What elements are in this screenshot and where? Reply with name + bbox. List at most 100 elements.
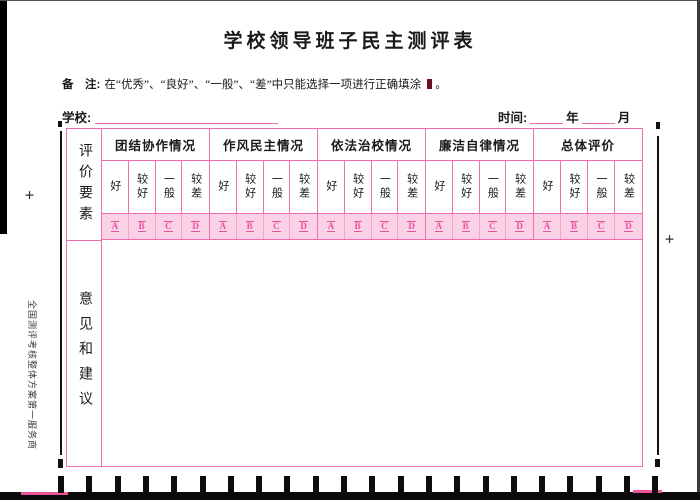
sub-row: 好较好 一般 较差 <box>534 161 642 214</box>
side-vendor-text: 全国测评考核整体方案第一服务商 <box>27 299 37 450</box>
timing-mark <box>510 476 517 493</box>
option-bubble-A[interactable]: A <box>542 220 552 233</box>
option-bubble-C[interactable]: C <box>488 220 497 233</box>
timing-mark <box>369 476 376 493</box>
sub-cell: 较好 <box>237 161 264 213</box>
bubble-row: A B C D <box>318 214 425 240</box>
sub-cell: 一般 <box>588 161 615 213</box>
table-group-1: 作风民主情况好较好 一般 较差 A B C D <box>210 129 318 240</box>
table-left-column: 评价要素 意见和建议 <box>67 129 102 466</box>
bubble-row: A B C D <box>534 214 642 240</box>
timing-mark <box>341 476 347 493</box>
scan-edge-bottom <box>0 492 700 500</box>
registration-line-right <box>657 136 659 455</box>
timing-mark <box>284 476 291 493</box>
registration-tick-left-bottom <box>58 459 63 468</box>
timing-mark <box>652 476 659 493</box>
option-bubble-B[interactable]: B <box>353 220 362 233</box>
group-header: 总体评价 <box>534 129 642 161</box>
sub-cell: 较差 <box>506 161 533 213</box>
month-input-line[interactable] <box>581 123 615 124</box>
option-bubble-A[interactable]: A <box>326 220 336 233</box>
bubble-cell: C <box>156 214 183 239</box>
school-line: 学校: <box>62 107 279 126</box>
sub-cell: 一般 <box>156 161 183 213</box>
sub-cell: 较好 <box>345 161 372 213</box>
note-line: 备 注: 在“优秀”、“良好”、“一般”、“差”中只能选择一项进行正确填涂 。 <box>62 76 447 92</box>
groups-row: 团结协作情况好较好 一般 较差 A B C D 作风民主情况好较好 一般 较差 A B C D 依法治校情况… <box>102 129 642 240</box>
timing-mark <box>482 476 489 493</box>
pink-edge-segment-right <box>633 490 662 493</box>
bubble-cell: D <box>182 214 209 239</box>
option-bubble-B[interactable]: B <box>569 220 578 233</box>
timing-mark <box>624 476 630 493</box>
table-group-0: 团结协作情况好较好 一般 较差 A B C D <box>102 129 210 240</box>
sub-label: 较好 <box>243 173 256 201</box>
sub-cell: 好 <box>318 161 345 213</box>
bubble-cell: A <box>426 214 453 239</box>
sub-cell: 较差 <box>398 161 425 213</box>
bubble-cell: C <box>480 214 507 239</box>
table-group-2: 依法治校情况好较好 一般 较差 A B C D <box>318 129 426 240</box>
option-bubble-A[interactable]: A <box>218 220 228 233</box>
criteria-header-cell: 评价要素 <box>67 129 101 241</box>
timing-mark <box>312 476 319 493</box>
option-bubble-B[interactable]: B <box>461 220 470 233</box>
option-bubble-C[interactable]: C <box>380 220 389 233</box>
timing-mark <box>595 476 602 493</box>
option-bubble-C[interactable]: C <box>272 220 281 233</box>
sub-label: 较差 <box>297 173 310 201</box>
option-bubble-A[interactable]: A <box>110 220 120 233</box>
alignment-cross-right: + <box>665 230 675 248</box>
sub-label: 较差 <box>405 173 418 201</box>
option-bubble-B[interactable]: B <box>137 220 146 233</box>
timing-mark <box>425 476 432 493</box>
sub-row: 好较好 一般 较差 <box>210 161 317 214</box>
scan-edge-left <box>0 0 7 234</box>
school-input-line[interactable] <box>95 123 279 124</box>
scan-edge-top <box>0 0 700 1</box>
bubble-cell: A <box>210 214 237 239</box>
option-bubble-D[interactable]: D <box>515 220 524 233</box>
year-label: 年 <box>566 111 579 125</box>
sub-label: 好 <box>432 180 445 194</box>
sub-cell: 一般 <box>372 161 399 213</box>
option-bubble-A[interactable]: A <box>434 220 444 233</box>
sub-cell: 较好 <box>129 161 156 213</box>
sub-label: 一般 <box>595 173 607 201</box>
bubble-cell: B <box>345 214 372 239</box>
sub-cell: 一般 <box>264 161 291 213</box>
registration-tick-right-top <box>656 122 660 129</box>
school-label: 学校: <box>62 111 92 125</box>
sub-cell: 好 <box>426 161 453 213</box>
sub-row: 好较好 一般 较差 <box>318 161 425 214</box>
sub-label: 较好 <box>135 173 148 201</box>
option-bubble-D[interactable]: D <box>407 220 416 233</box>
option-bubble-C[interactable]: C <box>164 220 173 233</box>
year-input-line[interactable] <box>530 123 564 124</box>
sub-cell: 较好 <box>453 161 480 213</box>
timing-mark <box>58 476 64 493</box>
option-bubble-C[interactable]: C <box>596 220 606 233</box>
comments-writing-area[interactable] <box>102 240 642 466</box>
sub-row: 好较好 一般 较差 <box>426 161 533 214</box>
sub-label: 一般 <box>162 173 175 201</box>
timing-mark <box>539 476 546 493</box>
option-bubble-D[interactable]: D <box>299 220 308 233</box>
criteria-header-label: 评价要素 <box>77 142 92 227</box>
option-bubble-B[interactable]: B <box>245 220 254 233</box>
option-bubble-D[interactable]: D <box>624 220 633 233</box>
sub-cell: 好 <box>102 161 129 213</box>
bubble-cell: A <box>318 214 345 239</box>
timing-mark <box>454 476 461 493</box>
sub-label: 一般 <box>486 173 499 201</box>
scan-edge-right <box>697 0 700 500</box>
timing-mark <box>256 476 263 493</box>
option-bubble-D[interactable]: D <box>191 220 200 233</box>
alignment-cross-left: + <box>25 186 35 204</box>
sub-label: 较差 <box>622 173 635 201</box>
bubble-cell: D <box>615 214 642 239</box>
evaluation-table: 评价要素 意见和建议 团结协作情况好较好 一般 较差 A B C D 作风民主情况好较好 一般较… <box>66 128 643 467</box>
sub-label: 一般 <box>270 173 283 201</box>
note-label: 备 注: <box>62 79 101 91</box>
